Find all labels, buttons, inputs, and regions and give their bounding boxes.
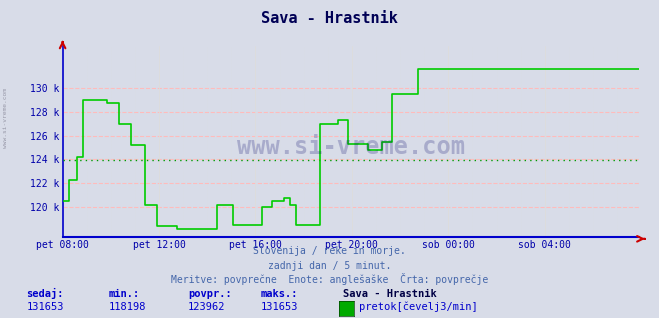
Text: pretok[čevelj3/min]: pretok[čevelj3/min] bbox=[359, 301, 478, 312]
Text: Meritve: povprečne  Enote: anglešaške  Črta: povprečje: Meritve: povprečne Enote: anglešaške Črt… bbox=[171, 273, 488, 285]
Text: maks.:: maks.: bbox=[260, 289, 298, 299]
Text: www.si-vreme.com: www.si-vreme.com bbox=[3, 88, 8, 148]
Text: 123962: 123962 bbox=[188, 302, 225, 312]
Text: 118198: 118198 bbox=[109, 302, 146, 312]
Text: 131653: 131653 bbox=[26, 302, 64, 312]
Text: 131653: 131653 bbox=[260, 302, 298, 312]
Text: min.:: min.: bbox=[109, 289, 140, 299]
Text: sedaj:: sedaj: bbox=[26, 288, 64, 299]
Text: povpr.:: povpr.: bbox=[188, 289, 231, 299]
Text: Slovenija / reke in morje.: Slovenija / reke in morje. bbox=[253, 246, 406, 256]
Text: Sava - Hrastnik: Sava - Hrastnik bbox=[261, 11, 398, 26]
Text: www.si-vreme.com: www.si-vreme.com bbox=[237, 135, 465, 159]
Text: Sava - Hrastnik: Sava - Hrastnik bbox=[343, 289, 436, 299]
Text: zadnji dan / 5 minut.: zadnji dan / 5 minut. bbox=[268, 261, 391, 271]
